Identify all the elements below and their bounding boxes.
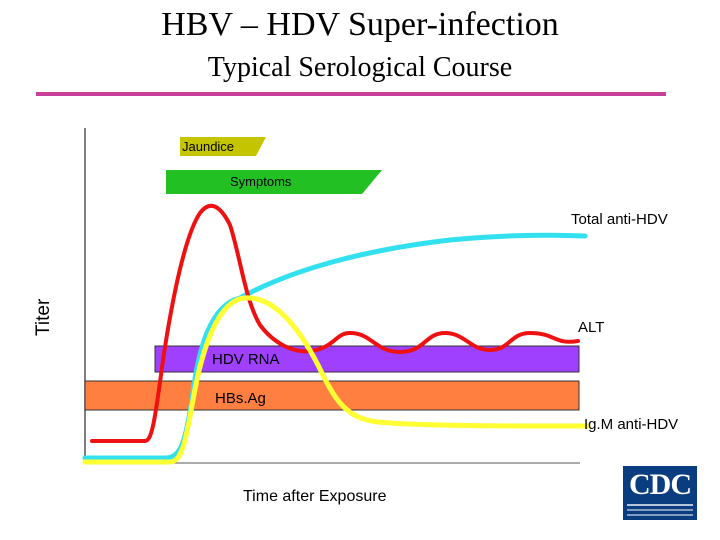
jaundice-bar [180,137,266,156]
cdc-logo-icon: CDC [623,466,697,520]
hdv-rna-bar [154,345,580,373]
slide-title: HBV – HDV Super-infection [161,6,559,43]
igm-anti-hdv-curve [82,295,591,465]
symptoms-bar [166,170,382,194]
hdv-rna-label: HDV RNA [212,351,280,368]
jaundice-label: Jaundice [182,139,234,154]
cdc-logo-text: CDC [629,468,692,501]
y-axis-label: Titer [33,298,54,336]
slide-subtitle: Typical Serological Course [207,52,513,83]
title-divider [36,92,666,96]
igm-anti-hdv-label: Ig.M anti-HDV [584,416,678,433]
x-axis-label: Time after Exposure [243,488,387,505]
symptoms-label: Symptoms [230,174,292,189]
alt-label: ALT [578,319,604,336]
hbsag-label: HBs.Ag [215,390,266,407]
total-anti-hdv-label: Total anti-HDV [571,211,668,228]
